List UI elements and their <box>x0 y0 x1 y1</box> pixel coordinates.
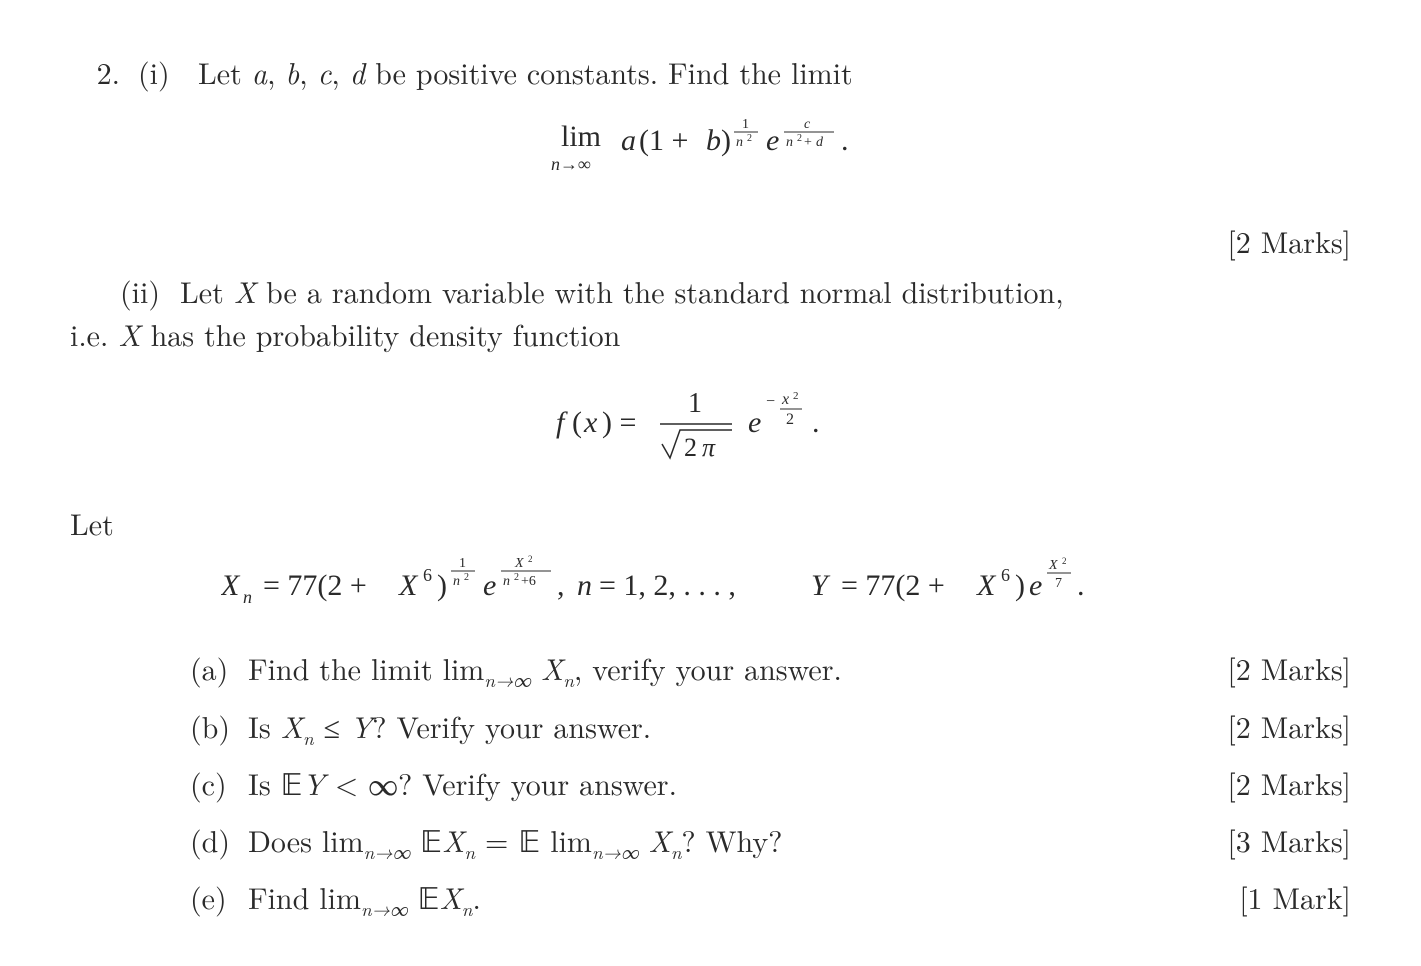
part-ii-para: (ii) Let X be a random variable with the… <box>60 269 1361 313</box>
svg-text:= 1, 2, . . . ,: = 1, 2, . . . , <box>599 569 736 602</box>
svg-text:π: π <box>702 433 716 462</box>
svg-text:2: 2 <box>464 572 469 583</box>
svg-text:e: e <box>1029 569 1042 602</box>
part-i-label: (i) <box>138 50 198 94</box>
svg-text:2: 2 <box>797 133 802 144</box>
svg-text:X: X <box>398 569 419 602</box>
svg-text:1: 1 <box>459 556 466 571</box>
subq-c-label: (c) <box>190 761 248 805</box>
svg-text:n: n <box>577 569 592 602</box>
page: 2. (i) Let a, b, c, d be positive consta… <box>0 0 1421 966</box>
svg-text:) =: ) = <box>602 406 636 439</box>
svg-text:X: X <box>976 569 997 602</box>
subq-c-marks: [2 Marks] <box>1227 761 1361 805</box>
subq-b-label: (b) <box>190 704 248 748</box>
svg-text:+6: +6 <box>521 574 536 589</box>
svg-text:n: n <box>736 135 743 150</box>
svg-text:2: 2 <box>747 133 752 144</box>
svg-text:+: + <box>804 135 812 150</box>
svg-text:.: . <box>1077 569 1085 602</box>
subq-b-marks: [2 Marks] <box>1227 704 1361 748</box>
svg-text:6: 6 <box>1001 565 1010 585</box>
svg-text:2: 2 <box>514 572 519 583</box>
part-i-text: Let a, b, c, d be positive constants. Fi… <box>198 50 1361 94</box>
svg-text:b: b <box>706 124 721 157</box>
subq-e-marks: [1 Mark] <box>1239 875 1361 919</box>
subq-e-text: Find limn→∞ 𝔼Xn. <box>248 875 481 923</box>
subq-d-text: Does limn→∞ 𝔼Xn = 𝔼 limn→∞ Xn? Why? <box>248 818 782 866</box>
svg-text:n: n <box>786 135 793 150</box>
svg-text:x: x <box>583 406 598 439</box>
svg-text:1: 1 <box>688 388 702 419</box>
svg-text:e: e <box>766 124 779 157</box>
equation-3: X n = 77(2 + X 6 ) 1 n 2 e X 2 <box>60 553 1361 627</box>
svg-text:−: − <box>766 393 775 410</box>
subq-a-label: (a) <box>190 646 248 690</box>
svg-text:X: X <box>221 569 241 602</box>
subq-b: (b) Is Xn ≤ Y? Verify your answer. [2 Ma… <box>190 704 1361 752</box>
svg-text:e: e <box>483 569 496 602</box>
svg-text:2: 2 <box>528 554 533 564</box>
svg-text:7: 7 <box>1055 576 1062 591</box>
svg-text:1: 1 <box>742 117 749 132</box>
svg-text:2: 2 <box>786 411 794 428</box>
svg-text:d: d <box>816 135 824 150</box>
svg-text:.: . <box>841 124 849 157</box>
subq-c: (c) Is 𝔼Y < ∞? Verify your answer. [2 Ma… <box>190 761 1361 808</box>
svg-text:x: x <box>781 391 789 408</box>
svg-text:(: ( <box>572 406 582 439</box>
svg-text:c: c <box>804 117 811 132</box>
part-ii-continuation: i.e. X has the probability density funct… <box>60 312 1361 356</box>
problem-number: 2. <box>60 50 138 94</box>
subq-d: (d) Does limn→∞ 𝔼Xn = 𝔼 limn→∞ Xn? Why? … <box>190 818 1361 866</box>
svg-text:.: . <box>812 406 820 439</box>
svg-text:= 77(2 +: = 77(2 + <box>263 569 367 602</box>
svg-text:n: n <box>243 587 252 607</box>
svg-text:): ) <box>437 569 447 602</box>
svg-text:6: 6 <box>423 565 432 585</box>
svg-text:n: n <box>453 574 460 589</box>
subq-e-label: (e) <box>190 875 248 919</box>
svg-text:(1 +: (1 + <box>639 124 688 157</box>
svg-text:= 77(2 +: = 77(2 + <box>841 569 945 602</box>
part-ii-lead: Let X be a random variable with the stan… <box>180 269 1361 313</box>
svg-text:e: e <box>748 406 761 439</box>
svg-text:2: 2 <box>1062 556 1067 566</box>
svg-text:lim: lim <box>561 120 601 153</box>
subq-a-marks: [2 Marks] <box>1227 646 1361 690</box>
subq-a: (a) Find the limit limn→∞ Xn, verify you… <box>190 646 1361 694</box>
svg-text:): ) <box>721 124 731 157</box>
svg-text:X: X <box>1048 558 1058 573</box>
svg-text:X: X <box>514 556 524 571</box>
svg-text:a: a <box>621 124 636 157</box>
let-line: Let <box>60 501 1361 545</box>
subquestion-list: (a) Find the limit limn→∞ Xn, verify you… <box>60 646 1361 923</box>
svg-text:n: n <box>503 574 510 589</box>
svg-text:Y: Y <box>811 569 831 602</box>
subq-a-text: Find the limit limn→∞ Xn, verify your an… <box>248 646 842 694</box>
svg-text:f: f <box>556 406 568 439</box>
part-ii-first-line: (ii) Let X be a random variable with the… <box>120 269 1361 313</box>
subq-c-text: Is 𝔼Y < ∞? Verify your answer. <box>248 761 677 808</box>
svg-text:2: 2 <box>793 390 799 402</box>
subq-d-label: (d) <box>190 818 248 862</box>
subq-d-marks: [3 Marks] <box>1227 818 1361 862</box>
svg-text:): ) <box>1015 569 1025 602</box>
part-i-marks: [2 Marks] <box>60 219 1361 263</box>
part-i-line: 2. (i) Let a, b, c, d be positive consta… <box>60 50 1361 94</box>
subq-b-text: Is Xn ≤ Y? Verify your answer. <box>248 704 651 752</box>
equation-1: lim n→∞ a (1 + b ) 1 n 2 e c <box>60 112 1361 192</box>
equation-2: f ( x ) = 1 2 π e − x 2 <box>60 382 1361 478</box>
svg-text:2: 2 <box>684 433 697 462</box>
subq-e: (e) Find limn→∞ 𝔼Xn. [1 Mark] <box>190 875 1361 923</box>
part-ii-label: (ii) <box>120 269 180 313</box>
svg-text:n→∞: n→∞ <box>551 154 591 174</box>
svg-text:,: , <box>557 569 565 602</box>
